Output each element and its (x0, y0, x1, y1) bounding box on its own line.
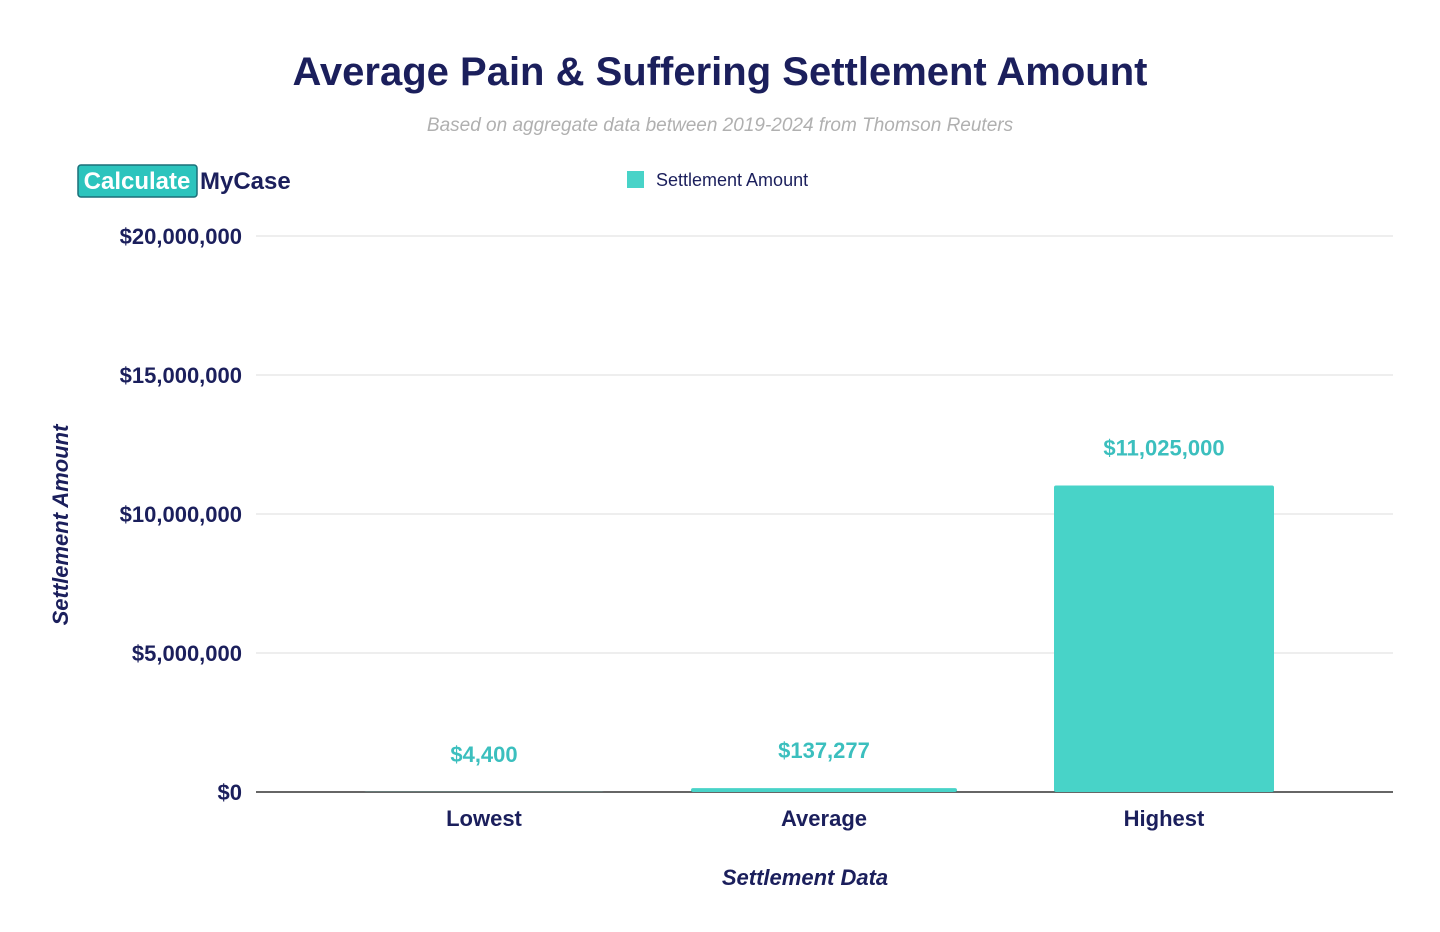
logo: Calculate MyCase (77, 164, 291, 198)
x-tick-label: Average (781, 806, 867, 831)
y-axis-label: Settlement Amount (48, 423, 73, 626)
bar-highest (1054, 485, 1274, 792)
y-tick-label: $20,000,000 (120, 224, 242, 249)
legend-swatch (627, 171, 644, 188)
data-label: $137,277 (778, 738, 870, 763)
data-label: $4,400 (450, 742, 517, 767)
bar-average (691, 788, 957, 792)
chart-subtitle: Based on aggregate data between 2019-202… (427, 115, 1014, 136)
chart-title: Average Pain & Suffering Settlement Amou… (293, 50, 1148, 94)
y-tick-label: $15,000,000 (120, 363, 242, 388)
logo-part1: Calculate (84, 168, 191, 195)
legend: Settlement Amount (627, 170, 808, 190)
logo-part2: MyCase (200, 168, 291, 195)
y-tick-label: $10,000,000 (120, 502, 242, 527)
y-tick-label: $0 (218, 780, 242, 805)
legend-label: Settlement Amount (656, 170, 808, 190)
x-tick-label: Highest (1124, 806, 1205, 831)
data-label: $11,025,000 (1103, 436, 1224, 461)
y-tick-label: $5,000,000 (132, 641, 242, 666)
x-tick-label: Lowest (446, 806, 522, 831)
x-axis-label: Settlement Data (722, 865, 888, 890)
